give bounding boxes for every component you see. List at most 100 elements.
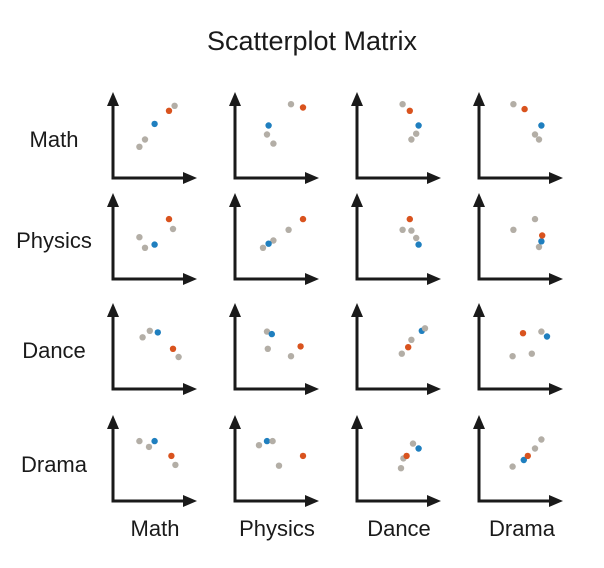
panel-drama-vs-dance xyxy=(351,415,441,507)
data-point-gray xyxy=(264,345,271,352)
y-axis-arrow-icon xyxy=(351,193,363,207)
data-point-gray xyxy=(408,336,415,343)
panel-physics-vs-drama xyxy=(473,193,563,285)
data-point-orange xyxy=(297,343,304,350)
data-point-gray xyxy=(172,461,179,469)
x-axis-arrow-icon xyxy=(183,172,197,184)
data-point-blue xyxy=(543,333,551,340)
data-point-orange xyxy=(524,452,531,460)
x-axis-arrow-icon xyxy=(305,495,319,507)
panel-math-vs-dance xyxy=(351,92,441,184)
data-point-gray xyxy=(139,334,146,341)
panel-drama-vs-math xyxy=(107,415,197,507)
data-point-gray xyxy=(397,465,405,472)
y-axis-arrow-icon xyxy=(229,193,241,207)
x-axis-arrow-icon xyxy=(549,383,563,395)
data-point-blue xyxy=(151,437,158,445)
data-point-blue xyxy=(538,238,545,245)
col-label-physics: Physics xyxy=(239,516,315,541)
col-label-drama: Drama xyxy=(488,516,555,541)
row-label-dance: Dance xyxy=(22,338,86,363)
data-point-blue xyxy=(538,122,545,129)
x-axis-arrow-icon xyxy=(305,273,319,285)
data-point-blue xyxy=(265,122,272,129)
data-point-orange xyxy=(519,330,527,337)
panel-dance-vs-physics xyxy=(229,303,319,395)
y-axis-arrow-icon xyxy=(107,415,119,429)
col-label-dance: Dance xyxy=(367,516,431,541)
data-point-gray xyxy=(399,226,406,233)
data-point-blue xyxy=(263,437,271,445)
panel-physics-vs-physics xyxy=(229,193,319,285)
data-point-blue xyxy=(520,456,527,464)
data-point-orange xyxy=(521,105,528,113)
y-axis-arrow-icon xyxy=(229,92,241,106)
data-point-gray xyxy=(398,350,405,357)
panel-drama-vs-physics xyxy=(229,415,319,507)
data-point-orange xyxy=(165,215,173,223)
data-point-orange xyxy=(406,107,413,115)
data-point-gray xyxy=(409,440,417,447)
data-point-blue xyxy=(154,329,161,336)
data-point-gray xyxy=(285,226,292,233)
y-axis-arrow-icon xyxy=(351,303,363,317)
row-label-math: Math xyxy=(29,127,79,152)
panel-physics-vs-dance xyxy=(351,193,441,285)
data-point-orange xyxy=(299,452,307,460)
data-point-gray xyxy=(509,463,516,470)
x-axis-arrow-icon xyxy=(427,383,441,395)
data-point-orange xyxy=(165,107,173,115)
data-point-gray xyxy=(535,243,543,251)
data-point-gray xyxy=(146,327,153,334)
panel-math-vs-drama xyxy=(473,92,563,184)
x-axis-arrow-icon xyxy=(183,383,197,395)
data-point-blue xyxy=(268,330,275,338)
data-point-gray xyxy=(538,436,545,443)
data-point-orange xyxy=(539,232,546,239)
data-point-gray xyxy=(141,244,149,251)
data-point-gray xyxy=(421,325,429,332)
col-label-math: Math xyxy=(130,516,180,541)
panel-math-vs-math xyxy=(107,92,197,184)
row-label-drama: Drama xyxy=(20,452,87,477)
data-point-gray xyxy=(287,101,295,108)
data-point-gray xyxy=(408,136,415,143)
y-axis-arrow-icon xyxy=(107,92,119,106)
panel-drama-vs-drama xyxy=(473,415,563,507)
y-axis-arrow-icon xyxy=(473,303,485,317)
data-point-orange xyxy=(169,345,177,352)
data-point-gray xyxy=(136,143,143,150)
data-point-gray xyxy=(538,328,545,335)
data-point-gray xyxy=(269,437,276,445)
data-point-gray xyxy=(510,101,517,108)
data-point-gray xyxy=(399,101,406,108)
data-point-gray xyxy=(535,136,543,143)
y-axis-arrow-icon xyxy=(351,92,363,106)
data-point-gray xyxy=(136,437,143,445)
y-axis-arrow-icon xyxy=(351,415,363,429)
panel-math-vs-physics xyxy=(229,92,319,184)
x-axis-arrow-icon xyxy=(549,273,563,285)
data-point-gray xyxy=(136,234,143,241)
data-point-orange xyxy=(168,452,175,460)
data-point-orange xyxy=(299,215,307,223)
x-axis-arrow-icon xyxy=(183,273,197,285)
data-point-gray xyxy=(275,462,283,469)
data-point-gray xyxy=(169,225,177,233)
data-point-gray xyxy=(510,226,517,233)
panel-physics-vs-math xyxy=(107,193,197,285)
data-point-gray xyxy=(259,244,267,251)
data-point-blue xyxy=(151,241,158,248)
y-axis-arrow-icon xyxy=(107,193,119,207)
data-point-gray xyxy=(509,353,516,360)
x-axis-arrow-icon xyxy=(305,383,319,395)
data-point-gray xyxy=(270,237,277,244)
data-point-gray xyxy=(263,131,271,138)
data-point-gray xyxy=(141,136,149,143)
data-point-blue xyxy=(415,241,422,248)
x-axis-arrow-icon xyxy=(305,172,319,184)
x-axis-arrow-icon xyxy=(427,495,441,507)
data-point-blue xyxy=(265,240,272,247)
y-axis-arrow-icon xyxy=(473,415,485,429)
